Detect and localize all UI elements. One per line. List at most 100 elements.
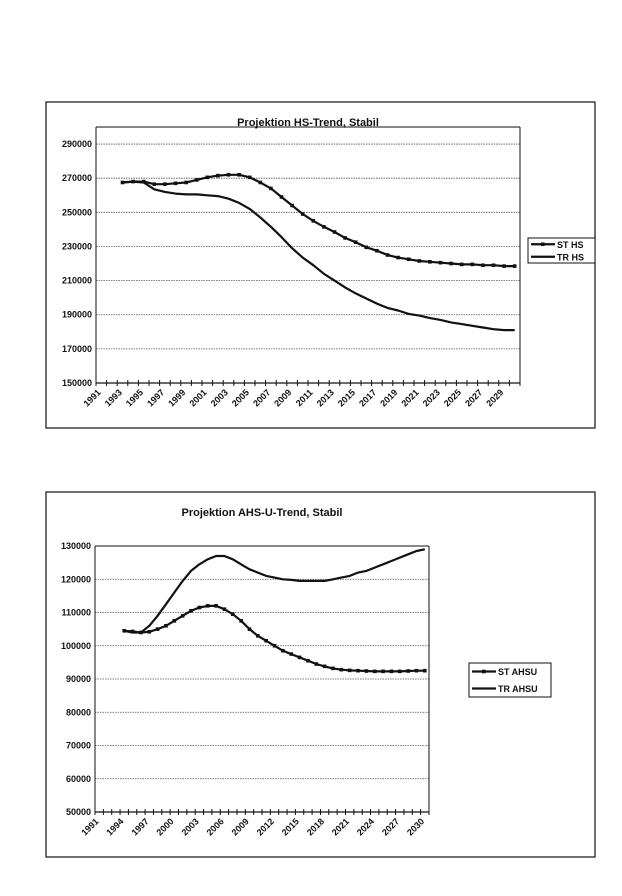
data-point — [205, 175, 210, 180]
data-point — [214, 604, 218, 608]
legend-box — [527, 237, 596, 264]
data-point — [279, 195, 284, 199]
data-point — [331, 666, 335, 671]
data-point — [397, 669, 402, 674]
y-tick-label: 250000 — [62, 207, 92, 217]
legend-label: TR HS — [557, 252, 584, 262]
data-point — [172, 619, 177, 623]
series-line-tr-hs — [122, 180, 515, 332]
data-point — [184, 180, 188, 185]
y-tick-label: 120000 — [61, 574, 91, 584]
data-point — [247, 627, 252, 631]
data-point — [269, 186, 273, 191]
y-tick-label: 230000 — [62, 241, 92, 251]
series-line-tr-ahsu — [123, 548, 426, 634]
y-tick-label: 80000 — [66, 707, 91, 717]
data-point — [353, 240, 358, 244]
data-point — [300, 212, 305, 216]
data-point — [339, 667, 344, 672]
data-point — [364, 245, 369, 250]
y-tick-label: 170000 — [62, 344, 92, 354]
data-point — [356, 668, 360, 673]
data-point — [385, 253, 390, 257]
legend-marker — [482, 669, 486, 674]
data-point — [343, 236, 347, 240]
chart-hs-trend: Projektion HS-Trend, Stabil 150000 170000… — [45, 101, 596, 429]
data-point — [322, 225, 326, 229]
data-point — [396, 255, 400, 260]
data-point — [226, 172, 231, 177]
data-point — [449, 261, 453, 266]
data-point — [314, 662, 319, 666]
data-point — [180, 614, 185, 618]
data-point — [306, 658, 310, 663]
legend-label: TR AHSU — [498, 684, 538, 694]
data-point — [290, 203, 294, 208]
data-point — [258, 180, 263, 185]
legend-label: ST AHSU — [498, 667, 537, 677]
data-point — [491, 263, 496, 268]
data-point — [428, 260, 432, 264]
y-tick-label: 90000 — [66, 674, 91, 684]
data-point — [216, 173, 220, 178]
data-point — [512, 264, 517, 268]
data-point — [189, 609, 193, 613]
y-tick-label: 150000 — [62, 378, 92, 388]
chart-title: Projektion HS-Trend, Stabil — [237, 117, 379, 129]
data-point — [281, 648, 285, 653]
legend-marker — [541, 242, 545, 247]
data-point — [381, 669, 385, 674]
y-tick-label: 270000 — [62, 173, 92, 183]
data-point — [481, 263, 485, 268]
data-point — [375, 248, 379, 253]
y-tick-label: 190000 — [62, 310, 92, 320]
data-point — [272, 643, 277, 648]
data-point — [502, 264, 506, 268]
data-point — [332, 230, 337, 234]
y-tick-label: 50000 — [66, 807, 91, 817]
data-point — [347, 668, 352, 673]
data-point — [459, 262, 464, 267]
data-point — [147, 629, 152, 634]
data-point — [364, 669, 369, 673]
y-tick-label: 110000 — [61, 608, 91, 618]
data-point — [297, 655, 302, 660]
data-point — [239, 619, 243, 623]
data-point — [372, 669, 377, 674]
data-point — [289, 652, 294, 656]
data-point — [470, 262, 475, 267]
legend-box — [468, 662, 552, 698]
data-point — [152, 182, 157, 186]
data-point — [205, 604, 210, 608]
data-point — [264, 638, 268, 643]
y-tick-label: 290000 — [62, 139, 92, 149]
y-tick-label: 130000 — [61, 541, 91, 551]
y-tick-label: 70000 — [66, 741, 91, 751]
data-point — [155, 627, 160, 631]
data-point — [414, 668, 419, 673]
y-tick-label: 210000 — [62, 276, 92, 286]
data-point — [322, 664, 327, 669]
data-point — [237, 172, 241, 177]
data-point — [222, 607, 227, 611]
data-point — [230, 612, 235, 616]
data-point — [423, 668, 427, 673]
data-point — [438, 260, 443, 265]
data-point — [194, 178, 199, 182]
data-point — [406, 257, 411, 262]
data-point — [163, 182, 167, 186]
data-point — [389, 669, 394, 674]
data-point — [406, 669, 410, 673]
chart-title: Projektion AHS-U-Trend, Stabil — [182, 507, 343, 519]
y-tick-label: 60000 — [66, 774, 91, 784]
data-point — [311, 219, 316, 223]
data-point — [197, 605, 202, 610]
data-point — [173, 181, 178, 186]
legend-label: ST HS — [557, 240, 584, 250]
data-point — [256, 633, 260, 638]
y-tick-label: 100000 — [61, 641, 91, 651]
data-point — [417, 259, 422, 263]
data-point — [247, 175, 252, 180]
data-point — [164, 624, 168, 628]
